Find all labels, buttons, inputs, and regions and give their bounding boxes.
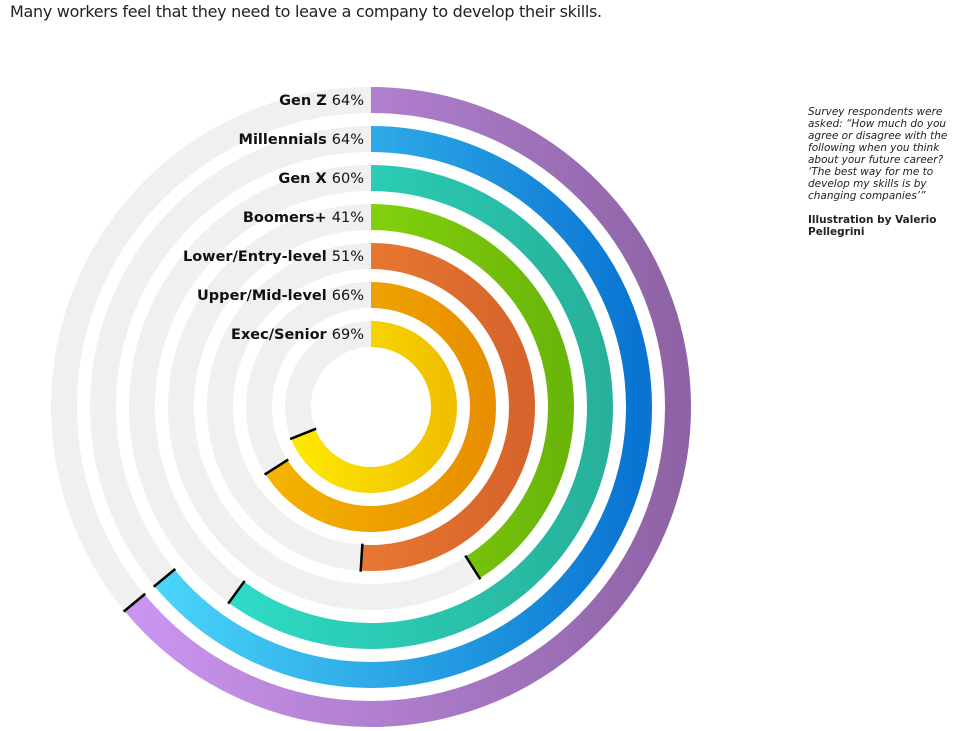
ring-end-tick (227, 580, 246, 605)
value-label: 41% (332, 210, 364, 226)
value-label: 64% (332, 93, 364, 109)
ring-bar (51, 87, 691, 727)
value-label: 69% (332, 327, 364, 343)
ring-end-tick (359, 543, 364, 572)
value-label: 64% (332, 132, 364, 148)
ring-label: Boomers+ 41% (243, 210, 364, 226)
chart-title: Many workers feel that they need to leav… (10, 2, 602, 21)
ring-end-tick (289, 427, 317, 441)
ring-bar (168, 204, 574, 610)
ring-bar (207, 243, 535, 571)
category-name: Gen Z (279, 93, 332, 109)
ring-label: Gen Z 64% (279, 93, 364, 109)
category-name: Gen X (278, 171, 331, 187)
survey-note: Survey respondents were asked: “How much… (808, 106, 953, 238)
category-name: Exec/Senior (231, 327, 332, 343)
category-name: Boomers+ (243, 210, 332, 226)
category-name: Upper/Mid-level (197, 288, 332, 304)
ring-label: Lower/Entry-level 51% (183, 249, 364, 265)
ring-end-tick (263, 458, 289, 476)
ring-label: Exec/Senior 69% (231, 327, 364, 343)
ring-label: Millennials 64% (239, 132, 364, 148)
ring-label: Gen X 60% (278, 171, 364, 187)
ring-bar (246, 282, 496, 532)
ring-bar (285, 321, 457, 493)
ring-bar (129, 165, 613, 649)
ring-end-tick (122, 592, 147, 613)
category-name: Lower/Entry-level (183, 249, 332, 265)
radial-bar-chart: Gen Z 64%Millennials 64%Gen X 60%Boomers… (51, 87, 691, 727)
illustration-credit: Illustration by Valerio Pellegrini (808, 214, 937, 238)
ring-end-tick (152, 567, 177, 588)
ring-bar (90, 126, 652, 688)
category-name: Millennials (239, 132, 332, 148)
value-label: 51% (332, 249, 364, 265)
value-label: 60% (332, 171, 364, 187)
survey-question: Survey respondents were asked: “How much… (808, 106, 948, 202)
value-label: 66% (332, 288, 364, 304)
ring-label: Upper/Mid-level 66% (197, 288, 364, 304)
ring-end-tick (464, 554, 482, 580)
